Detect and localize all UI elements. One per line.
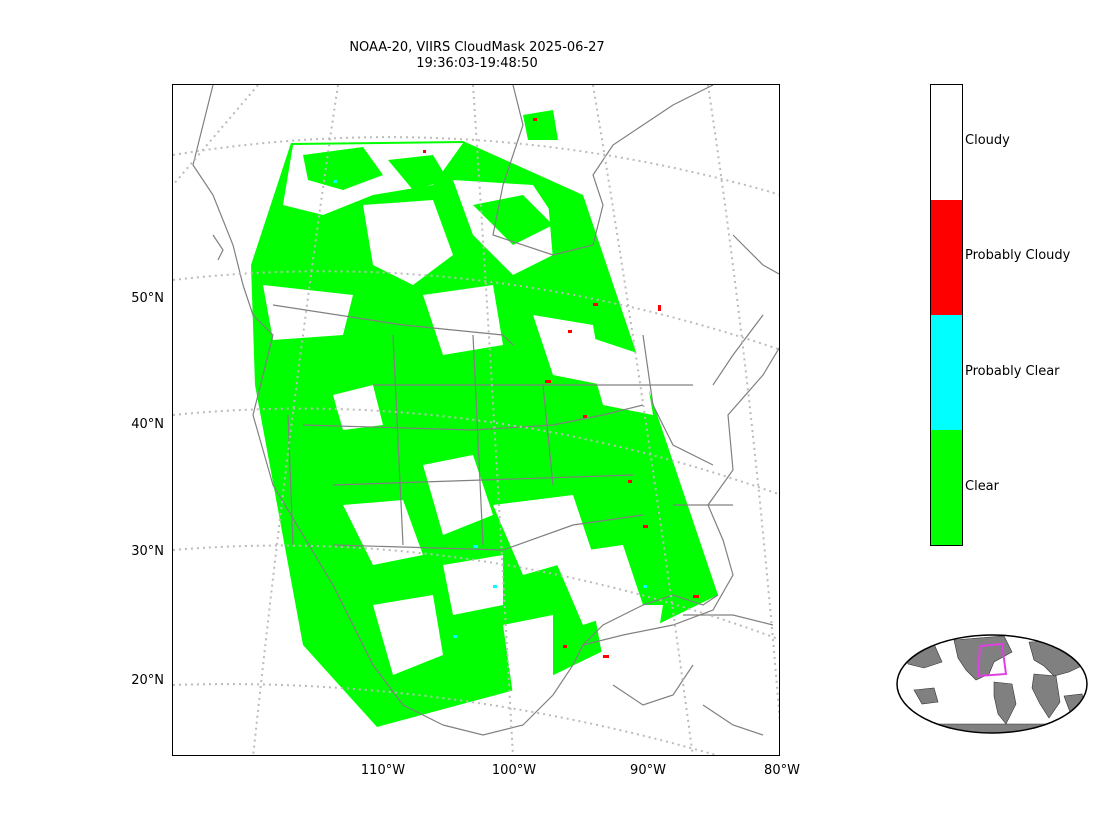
clear-clusters xyxy=(293,110,588,260)
lon-label-100w: 100°W xyxy=(491,763,537,778)
probably-cloudy-speckles xyxy=(423,118,699,658)
colorbar-clear xyxy=(931,430,962,545)
lat-label-30n: 30°N xyxy=(131,544,164,559)
colorbar-probably-cloudy xyxy=(931,200,962,315)
map-title: NOAA-20, VIIRS CloudMask 2025-06-27 19:3… xyxy=(272,40,682,72)
colorbar-label-clear: Clear xyxy=(965,479,999,494)
locator-globe xyxy=(896,634,1088,734)
coastlines xyxy=(192,85,779,736)
colorbar-cloudy xyxy=(931,85,962,200)
colorbar-label-probably-cloudy: Probably Cloudy xyxy=(965,248,1071,263)
probably-clear-speckles xyxy=(333,180,647,638)
locator-region-box xyxy=(976,642,1008,678)
title-line-1: NOAA-20, VIIRS CloudMask 2025-06-27 xyxy=(349,40,605,55)
lat-label-40n: 40°N xyxy=(131,417,164,432)
satellite-swath xyxy=(251,110,718,727)
lon-label-80w: 80°W xyxy=(764,763,800,778)
colorbar-probably-clear xyxy=(931,315,962,430)
lon-label-110w: 110°W xyxy=(360,763,406,778)
lat-label-20n: 20°N xyxy=(131,673,164,688)
map-canvas xyxy=(173,85,779,755)
colorbar-label-cloudy: Cloudy xyxy=(965,133,1010,148)
cloud-mask-map xyxy=(172,84,780,756)
title-line-2: 19:36:03-19:48:50 xyxy=(416,56,538,71)
lon-label-90w: 90°W xyxy=(630,763,666,778)
colorbar xyxy=(930,84,963,546)
lat-label-50n: 50°N xyxy=(131,291,164,306)
graticule xyxy=(173,85,779,755)
colorbar-label-probably-clear: Probably Clear xyxy=(965,364,1060,379)
